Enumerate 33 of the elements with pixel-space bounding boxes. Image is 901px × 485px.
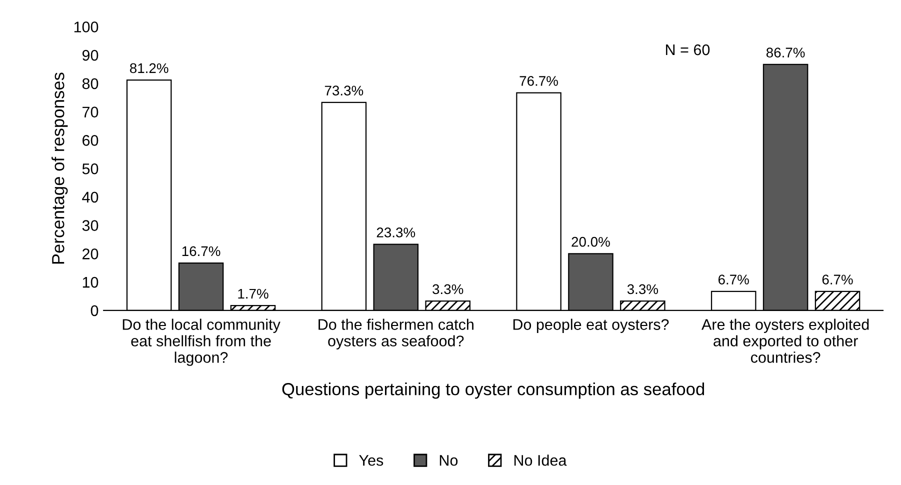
y-tick-label: 70 <box>82 106 98 118</box>
y-tick-label: 10 <box>82 276 98 288</box>
y-tick-label: 0 <box>90 305 98 316</box>
data-label: 3.3% <box>432 284 464 294</box>
data-label: 86.7% <box>766 48 805 58</box>
data-label: 73.3% <box>324 86 364 96</box>
data-label: 23.3% <box>376 228 416 238</box>
y-tick-label: 90 <box>82 50 98 61</box>
y-axis-title: Percentage of responses <box>52 72 68 264</box>
data-label: 76.7% <box>520 76 558 86</box>
legend-label: Yes <box>359 455 384 466</box>
x-tick-label: Are the oysters exploited and exported to other countries? <box>702 318 869 363</box>
x-tick-label: Do people eat oysters? <box>513 318 669 333</box>
y-tick-label: 80 <box>82 78 98 90</box>
legend-label: No Idea <box>514 454 567 466</box>
y-tick-label: 40 <box>82 192 98 203</box>
data-label: 16.7% <box>182 246 220 256</box>
y-tick-label: 50 <box>82 163 98 174</box>
y-tick-label: 60 <box>82 135 98 146</box>
data-label: 6.7% <box>718 274 749 284</box>
y-tick-label: 30 <box>82 220 98 231</box>
x-tick-label: Do the fishermen catch oysters as seafood? <box>318 318 474 350</box>
data-label: 1.7% <box>238 288 268 299</box>
data-label: 6.7% <box>822 274 853 284</box>
x-tick-label: Do the local community eat shellfish from the lagoon? <box>122 318 280 366</box>
data-label: 20.0% <box>572 236 610 247</box>
data-label: 81.2% <box>130 63 168 74</box>
data-label: 3.3% <box>627 284 658 294</box>
y-tick-label: 20 <box>82 248 98 260</box>
legend-label: No <box>440 455 458 466</box>
annotation: N = 60 <box>666 44 710 56</box>
x-axis-title: Questions pertaining to oyster consumption as seafood <box>282 382 704 399</box>
y-tick-label: 100 <box>74 22 98 32</box>
